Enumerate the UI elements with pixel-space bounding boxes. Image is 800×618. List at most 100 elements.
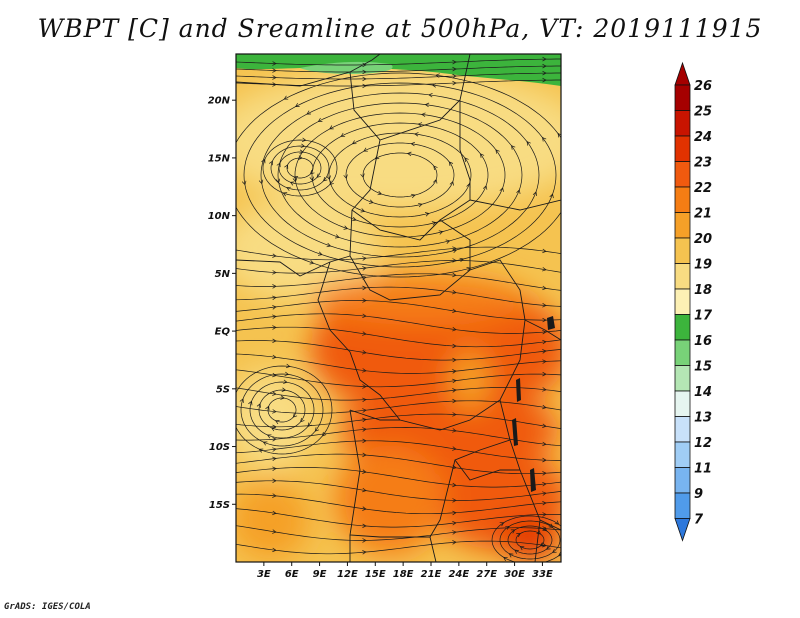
colorbar-bottom-arrow — [674, 518, 691, 542]
streamline-arrow — [452, 258, 457, 263]
streamline-arrow — [316, 173, 321, 178]
streamline-arrow — [362, 384, 367, 389]
streamline-arrow — [317, 117, 323, 122]
colorbar-swatch — [674, 467, 691, 494]
lakes — [512, 316, 555, 492]
colorbar-swatch — [674, 390, 691, 417]
streamline-arrow — [326, 242, 332, 248]
lon-tick-label: 3E — [257, 569, 271, 580]
streamline-arrow — [452, 80, 457, 86]
streamline-arrow — [452, 246, 457, 251]
colorbar-swatch — [674, 288, 691, 315]
streamline — [260, 92, 540, 258]
streamline-arrow — [309, 260, 315, 265]
streamline-arrow — [452, 530, 457, 535]
lon-tick-label: 18E — [393, 569, 414, 580]
streamline-arrow — [272, 424, 277, 430]
streamline-arrow — [510, 529, 516, 534]
streamline-arrow — [329, 125, 334, 130]
streamline-arrow — [452, 412, 457, 417]
streamline-arrow — [352, 216, 357, 222]
streamline — [236, 313, 561, 334]
streamline-arrow — [283, 95, 289, 100]
streamline — [286, 157, 314, 179]
colorbar-label: 18 — [694, 283, 712, 298]
country-boundaries — [236, 54, 561, 562]
streamline-arrow — [542, 56, 547, 62]
streamline — [328, 132, 472, 218]
streamline-arrow — [539, 542, 545, 547]
streamline-arrow — [272, 478, 277, 484]
streamline-arrow — [283, 379, 288, 384]
streamline — [236, 246, 561, 261]
colorbar-swatch — [674, 237, 691, 264]
streamline-arrow — [343, 225, 349, 230]
colorbar-swatch — [674, 416, 691, 443]
colorbar-label: 14 — [694, 385, 712, 400]
streamline-arrow — [272, 314, 277, 319]
streamline — [236, 300, 561, 321]
streamline-arrow — [360, 208, 366, 213]
streamline — [236, 453, 561, 475]
colorbar-label: 25 — [694, 105, 712, 120]
lat-tick-label: 5S — [216, 384, 230, 395]
streamline-arrow — [340, 132, 346, 137]
streamline-arrow — [452, 290, 457, 295]
streamline-arrow — [452, 398, 457, 404]
streamline-arrow — [272, 325, 277, 330]
streamline-arrow — [301, 137, 307, 143]
streamline-arrow — [414, 132, 419, 137]
lon-tick-label: 21E — [421, 569, 442, 580]
streamline-arrow — [272, 75, 277, 80]
colorbar-label: 15 — [694, 360, 712, 375]
lon-tick-label: 9E — [313, 569, 327, 580]
streamline-arrow — [272, 510, 277, 516]
streamline-arrow — [526, 141, 531, 146]
lat-tick-label: 10N — [208, 211, 231, 222]
streamline-arrow — [272, 547, 277, 553]
streamline-arrow — [519, 546, 525, 551]
streamline-arrow — [272, 305, 277, 310]
streamline-arrow — [276, 162, 281, 168]
streamline-arrow — [231, 396, 235, 400]
streamline-arrow — [542, 137, 547, 142]
lon-tick-label: 27E — [476, 569, 497, 580]
streamline-arrow — [362, 523, 367, 529]
streamline-arrow — [514, 549, 519, 554]
streamline-arrow — [298, 155, 303, 160]
streamline-arrow — [272, 447, 277, 452]
streamline-arrow — [248, 400, 253, 406]
streamline-arrow — [479, 153, 485, 158]
streamline-arrow — [542, 481, 547, 487]
streamline-arrow — [452, 73, 457, 79]
streamline-arrow — [362, 285, 367, 291]
streamline-arrow — [452, 510, 457, 516]
colorbar-label: 7 — [694, 513, 704, 528]
streamline-arrow — [542, 267, 547, 272]
colorbar-swatch — [674, 365, 691, 392]
streamline-arrow — [362, 550, 367, 555]
streamline-arrow — [377, 190, 383, 196]
streamline-arrow — [363, 147, 368, 152]
colorbar-label: 19 — [694, 258, 712, 273]
streamline-arrow — [362, 350, 367, 355]
streamline-arrow — [272, 466, 277, 471]
streamline-arrow — [369, 199, 374, 204]
streamline-arrow — [241, 180, 247, 186]
chart-title: WBPT [C] and Sreamline at 500hPa, VT: 20… — [37, 14, 763, 43]
streamline — [236, 369, 561, 388]
streamline-arrow — [262, 441, 268, 446]
streamline-arrow — [362, 538, 367, 543]
streamline-arrow — [272, 493, 277, 498]
streamline — [267, 397, 297, 423]
streamline-arrow — [362, 427, 367, 432]
streamline-arrow — [557, 552, 561, 557]
streamline-arrow — [542, 349, 547, 354]
lon-tick-label: 30E — [504, 569, 525, 580]
streamline-arrow — [362, 331, 367, 336]
streamline-arrow — [542, 70, 547, 76]
streamline — [278, 151, 322, 185]
streamline-arrow — [542, 303, 547, 308]
streamline-arrow — [362, 266, 367, 271]
lat-tick-label: 20N — [208, 96, 231, 107]
